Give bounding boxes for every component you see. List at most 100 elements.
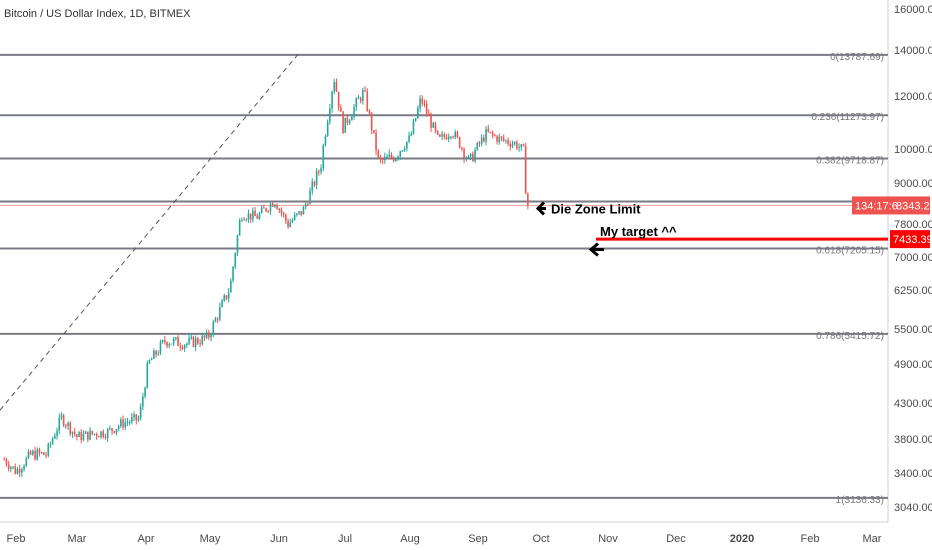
- price-tick-label: 6250.00: [894, 285, 932, 297]
- candle-body: [128, 422, 131, 424]
- candle-body: [82, 433, 85, 441]
- candle-body: [135, 414, 138, 421]
- candle-body: [417, 108, 419, 119]
- candle-body: [223, 295, 226, 301]
- candle-body: [166, 342, 168, 347]
- candle-body: [458, 137, 461, 148]
- price-axis[interactable]: 16000.00 14000.00 12000.00 10000.00 9000.00 7…: [894, 4, 932, 514]
- candle-body: [379, 157, 382, 160]
- candle-body: [507, 140, 509, 144]
- candlesticks: [3, 78, 529, 478]
- candle-body: [505, 140, 507, 142]
- candle-body: [282, 212, 285, 215]
- candle-body: [133, 414, 135, 418]
- candle-body: [183, 345, 186, 349]
- candle-body: [432, 122, 435, 128]
- candle-body: [43, 452, 45, 455]
- candle-body: [331, 91, 333, 109]
- candle-body: [298, 211, 300, 214]
- candle-body: [98, 436, 100, 438]
- candle-body: [194, 338, 197, 347]
- candle-body: [201, 335, 204, 345]
- candle-body: [62, 415, 65, 426]
- fib-level-label: 0.618(7205.15): [816, 246, 884, 257]
- candle-body: [69, 422, 72, 434]
- candle-body: [498, 136, 501, 142]
- price-tick-label: 4900.00: [894, 359, 932, 371]
- candle-body: [450, 136, 452, 138]
- candle-body: [419, 98, 421, 109]
- candle-body: [117, 426, 120, 430]
- candle-body: [67, 422, 69, 426]
- candle-body: [36, 449, 39, 460]
- candle-body: [302, 207, 305, 215]
- candle-body: [293, 214, 296, 220]
- candle-body: [307, 204, 309, 206]
- time-axis[interactable]: Feb Mar Apr May Jun Jul Aug Sep Oct Nov Dec 2020 Feb…: [7, 533, 882, 545]
- candle-body: [500, 136, 503, 138]
- candle-body: [522, 144, 525, 146]
- candle-body: [56, 430, 58, 436]
- fib-level-label: 0.236(11273.97): [811, 112, 884, 123]
- candle-body: [208, 332, 210, 338]
- candle-body: [469, 153, 472, 157]
- candle-body: [386, 156, 388, 158]
- candle-body: [148, 360, 151, 364]
- candle-body: [16, 468, 19, 474]
- trendline-dashed: [0, 51, 301, 411]
- target-arrow-icon: [588, 242, 604, 257]
- time-tick-label: Oct: [532, 533, 549, 545]
- dashed-trendline: [0, 51, 301, 411]
- candle-body: [219, 306, 221, 320]
- candle-body: [329, 108, 331, 122]
- candle-body: [377, 150, 380, 158]
- price-tick-label: 3400.00: [894, 468, 932, 480]
- candle-body: [483, 137, 485, 142]
- candle-body: [25, 457, 28, 467]
- candle-body: [49, 443, 52, 445]
- candle-body: [212, 321, 215, 335]
- candle-body: [489, 131, 492, 133]
- candle-body: [126, 422, 129, 424]
- candle-body: [122, 419, 124, 428]
- candle-body: [10, 467, 12, 469]
- candle-body: [491, 132, 494, 136]
- candle-body: [227, 292, 230, 299]
- candle-body: [214, 318, 217, 322]
- candle-body: [439, 134, 441, 137]
- candle-body: [509, 143, 512, 147]
- candle-body: [76, 434, 78, 438]
- candle-body: [434, 122, 437, 131]
- candle-body: [113, 431, 116, 433]
- time-tick-label: Jul: [338, 533, 352, 545]
- candle-body: [340, 107, 342, 112]
- candle-body: [480, 137, 483, 144]
- candle-body: [511, 143, 514, 147]
- candle-body: [421, 98, 424, 104]
- candle-body: [335, 81, 338, 92]
- time-tick-label: Apr: [137, 533, 154, 545]
- fib-level-label: 0(13787.69): [830, 52, 884, 63]
- candle-body: [58, 417, 61, 431]
- candle-body: [366, 91, 369, 111]
- time-tick-label: Sep: [468, 533, 488, 545]
- candle-body: [192, 336, 195, 347]
- candle-body: [355, 98, 358, 108]
- candle-body: [186, 343, 188, 346]
- candle-body: [170, 343, 173, 345]
- candle-body: [179, 345, 182, 348]
- time-tick-label: Mar: [68, 533, 87, 545]
- candle-body: [494, 135, 496, 137]
- time-tick-label: Feb: [801, 533, 820, 545]
- candle-body: [263, 207, 265, 209]
- price-tick-label: 4300.00: [894, 398, 932, 410]
- candle-body: [337, 91, 340, 108]
- candle-body: [502, 137, 505, 141]
- price-tick-label: 3800.00: [894, 434, 932, 446]
- candle-body: [454, 131, 457, 138]
- candle-body: [423, 103, 426, 105]
- candle-body: [318, 171, 320, 173]
- candle-body: [7, 464, 10, 469]
- candle-body: [146, 363, 149, 388]
